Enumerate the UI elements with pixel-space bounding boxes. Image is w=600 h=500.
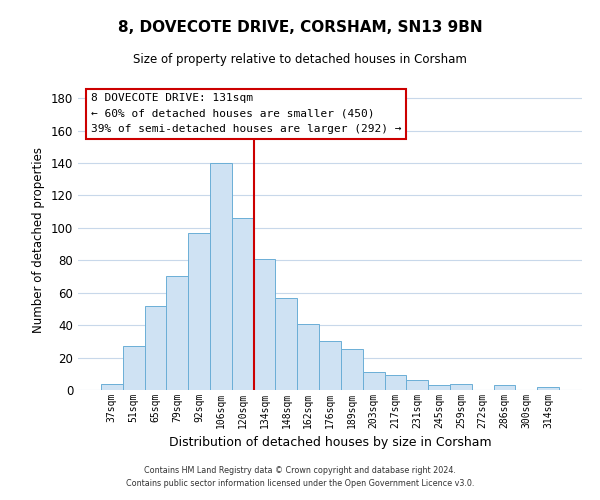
Bar: [319, 342, 341, 390]
Bar: [494, 385, 515, 390]
Bar: [188, 232, 210, 390]
Bar: [254, 258, 275, 390]
Bar: [101, 384, 123, 390]
Text: Size of property relative to detached houses in Corsham: Size of property relative to detached ho…: [133, 52, 467, 66]
Text: 8, DOVECOTE DRIVE, CORSHAM, SN13 9BN: 8, DOVECOTE DRIVE, CORSHAM, SN13 9BN: [118, 20, 482, 35]
Text: 8 DOVECOTE DRIVE: 131sqm
← 60% of detached houses are smaller (450)
39% of semi-: 8 DOVECOTE DRIVE: 131sqm ← 60% of detach…: [91, 93, 401, 134]
Bar: [232, 218, 254, 390]
Bar: [210, 163, 232, 390]
X-axis label: Distribution of detached houses by size in Corsham: Distribution of detached houses by size …: [169, 436, 491, 450]
Bar: [385, 376, 406, 390]
Bar: [145, 306, 166, 390]
Bar: [166, 276, 188, 390]
Text: Contains HM Land Registry data © Crown copyright and database right 2024.
Contai: Contains HM Land Registry data © Crown c…: [126, 466, 474, 487]
Bar: [537, 387, 559, 390]
Bar: [363, 372, 385, 390]
Bar: [123, 346, 145, 390]
Y-axis label: Number of detached properties: Number of detached properties: [32, 147, 45, 333]
Bar: [406, 380, 428, 390]
Bar: [428, 385, 450, 390]
Bar: [297, 324, 319, 390]
Bar: [341, 350, 363, 390]
Bar: [450, 384, 472, 390]
Bar: [275, 298, 297, 390]
